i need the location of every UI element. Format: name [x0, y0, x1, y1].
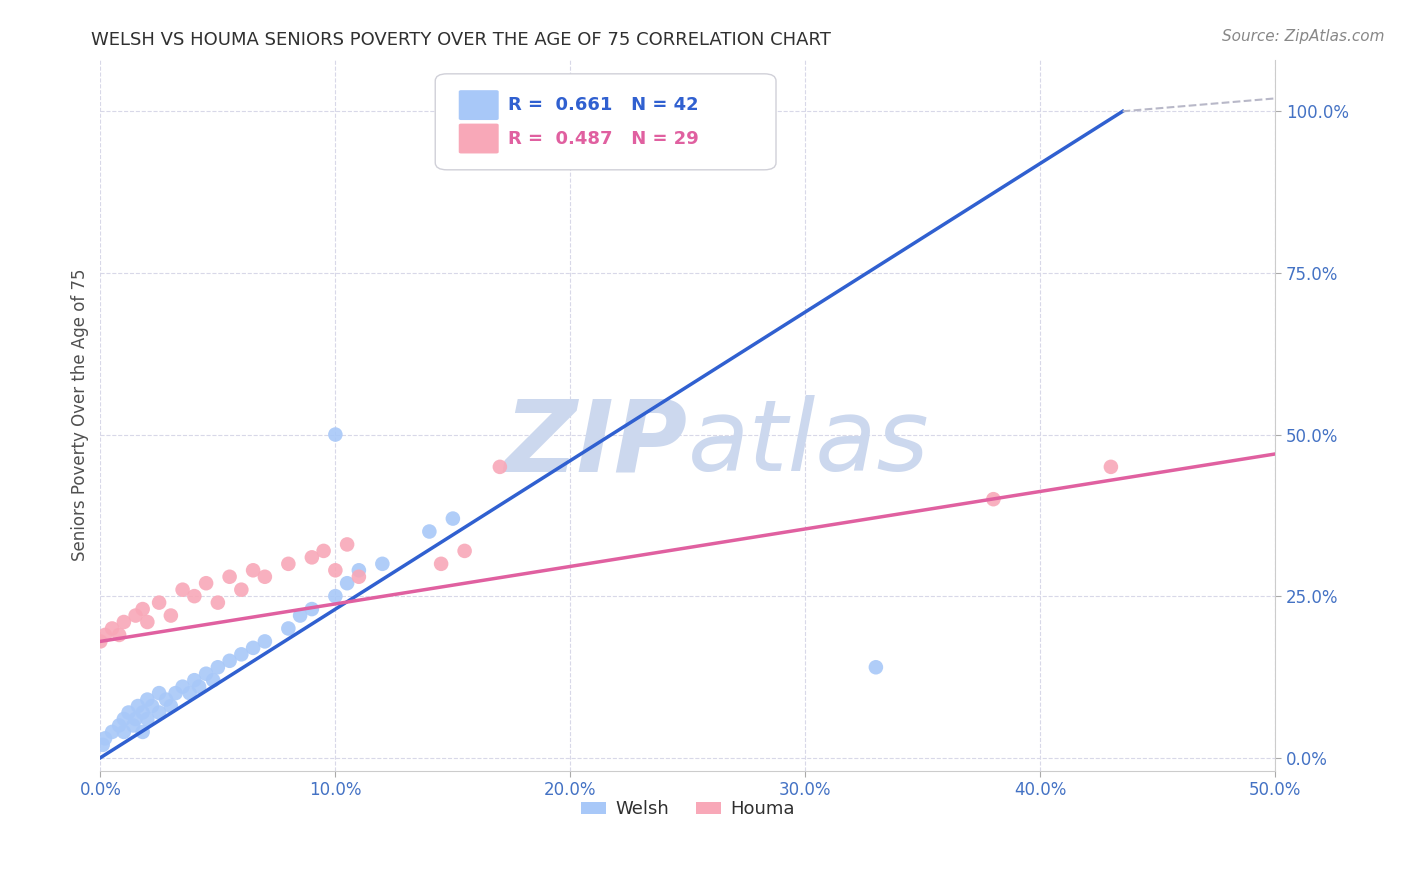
Point	[325, 589, 347, 603]
Point	[124, 712, 146, 726]
Point	[122, 718, 145, 732]
Point	[347, 570, 370, 584]
Point	[865, 660, 887, 674]
Point	[195, 666, 218, 681]
Y-axis label: Seniors Poverty Over the Age of 75: Seniors Poverty Over the Age of 75	[72, 268, 89, 561]
Point	[218, 570, 240, 584]
Point	[336, 576, 359, 591]
Point	[195, 576, 218, 591]
Point	[117, 706, 139, 720]
Point	[253, 634, 276, 648]
Point	[301, 550, 323, 565]
Text: Source: ZipAtlas.com: Source: ZipAtlas.com	[1222, 29, 1385, 44]
Point	[131, 706, 153, 720]
Point	[165, 686, 187, 700]
Point	[347, 563, 370, 577]
Point	[172, 582, 194, 597]
Point	[136, 712, 159, 726]
Point	[101, 725, 124, 739]
Point	[89, 634, 111, 648]
Point	[172, 680, 194, 694]
Point	[131, 602, 153, 616]
Point	[218, 654, 240, 668]
Point	[112, 712, 135, 726]
FancyBboxPatch shape	[436, 74, 776, 169]
Point	[179, 686, 201, 700]
Point	[207, 596, 229, 610]
Point	[253, 570, 276, 584]
Point	[207, 660, 229, 674]
Point	[183, 589, 205, 603]
Point	[277, 622, 299, 636]
Point	[489, 459, 512, 474]
Point	[108, 628, 131, 642]
Point	[108, 718, 131, 732]
Text: R =  0.487   N = 29: R = 0.487 N = 29	[508, 129, 699, 147]
Point	[242, 563, 264, 577]
Point	[94, 731, 117, 746]
Point	[242, 640, 264, 655]
Point	[127, 699, 149, 714]
Point	[141, 699, 163, 714]
Point	[136, 692, 159, 706]
Point	[418, 524, 440, 539]
Point	[430, 557, 453, 571]
Text: WELSH VS HOUMA SENIORS POVERTY OVER THE AGE OF 75 CORRELATION CHART: WELSH VS HOUMA SENIORS POVERTY OVER THE …	[91, 31, 831, 49]
Point	[277, 557, 299, 571]
Point	[983, 492, 1005, 507]
Point	[202, 673, 225, 688]
Point	[1099, 459, 1122, 474]
Point	[336, 537, 359, 551]
Point	[160, 699, 183, 714]
Point	[112, 725, 135, 739]
Point	[312, 544, 335, 558]
Point	[148, 686, 170, 700]
Point	[231, 582, 253, 597]
Text: atlas: atlas	[688, 395, 929, 492]
Point	[131, 725, 153, 739]
Point	[325, 427, 347, 442]
Point	[112, 615, 135, 629]
Point	[441, 511, 464, 525]
Point	[136, 615, 159, 629]
Point	[101, 622, 124, 636]
Text: ZIP: ZIP	[505, 395, 688, 492]
Point	[94, 628, 117, 642]
Point	[188, 680, 211, 694]
Point	[288, 608, 311, 623]
Point	[231, 648, 253, 662]
Point	[148, 706, 170, 720]
Text: R =  0.661   N = 42: R = 0.661 N = 42	[508, 96, 699, 114]
Point	[371, 557, 394, 571]
Point	[301, 602, 323, 616]
Legend: Welsh, Houma: Welsh, Houma	[574, 793, 801, 826]
Point	[325, 563, 347, 577]
FancyBboxPatch shape	[458, 90, 499, 120]
Point	[91, 738, 114, 752]
Point	[160, 608, 183, 623]
Point	[155, 692, 177, 706]
Point	[124, 608, 146, 623]
FancyBboxPatch shape	[458, 124, 499, 153]
Point	[148, 596, 170, 610]
Point	[183, 673, 205, 688]
Point	[453, 544, 475, 558]
